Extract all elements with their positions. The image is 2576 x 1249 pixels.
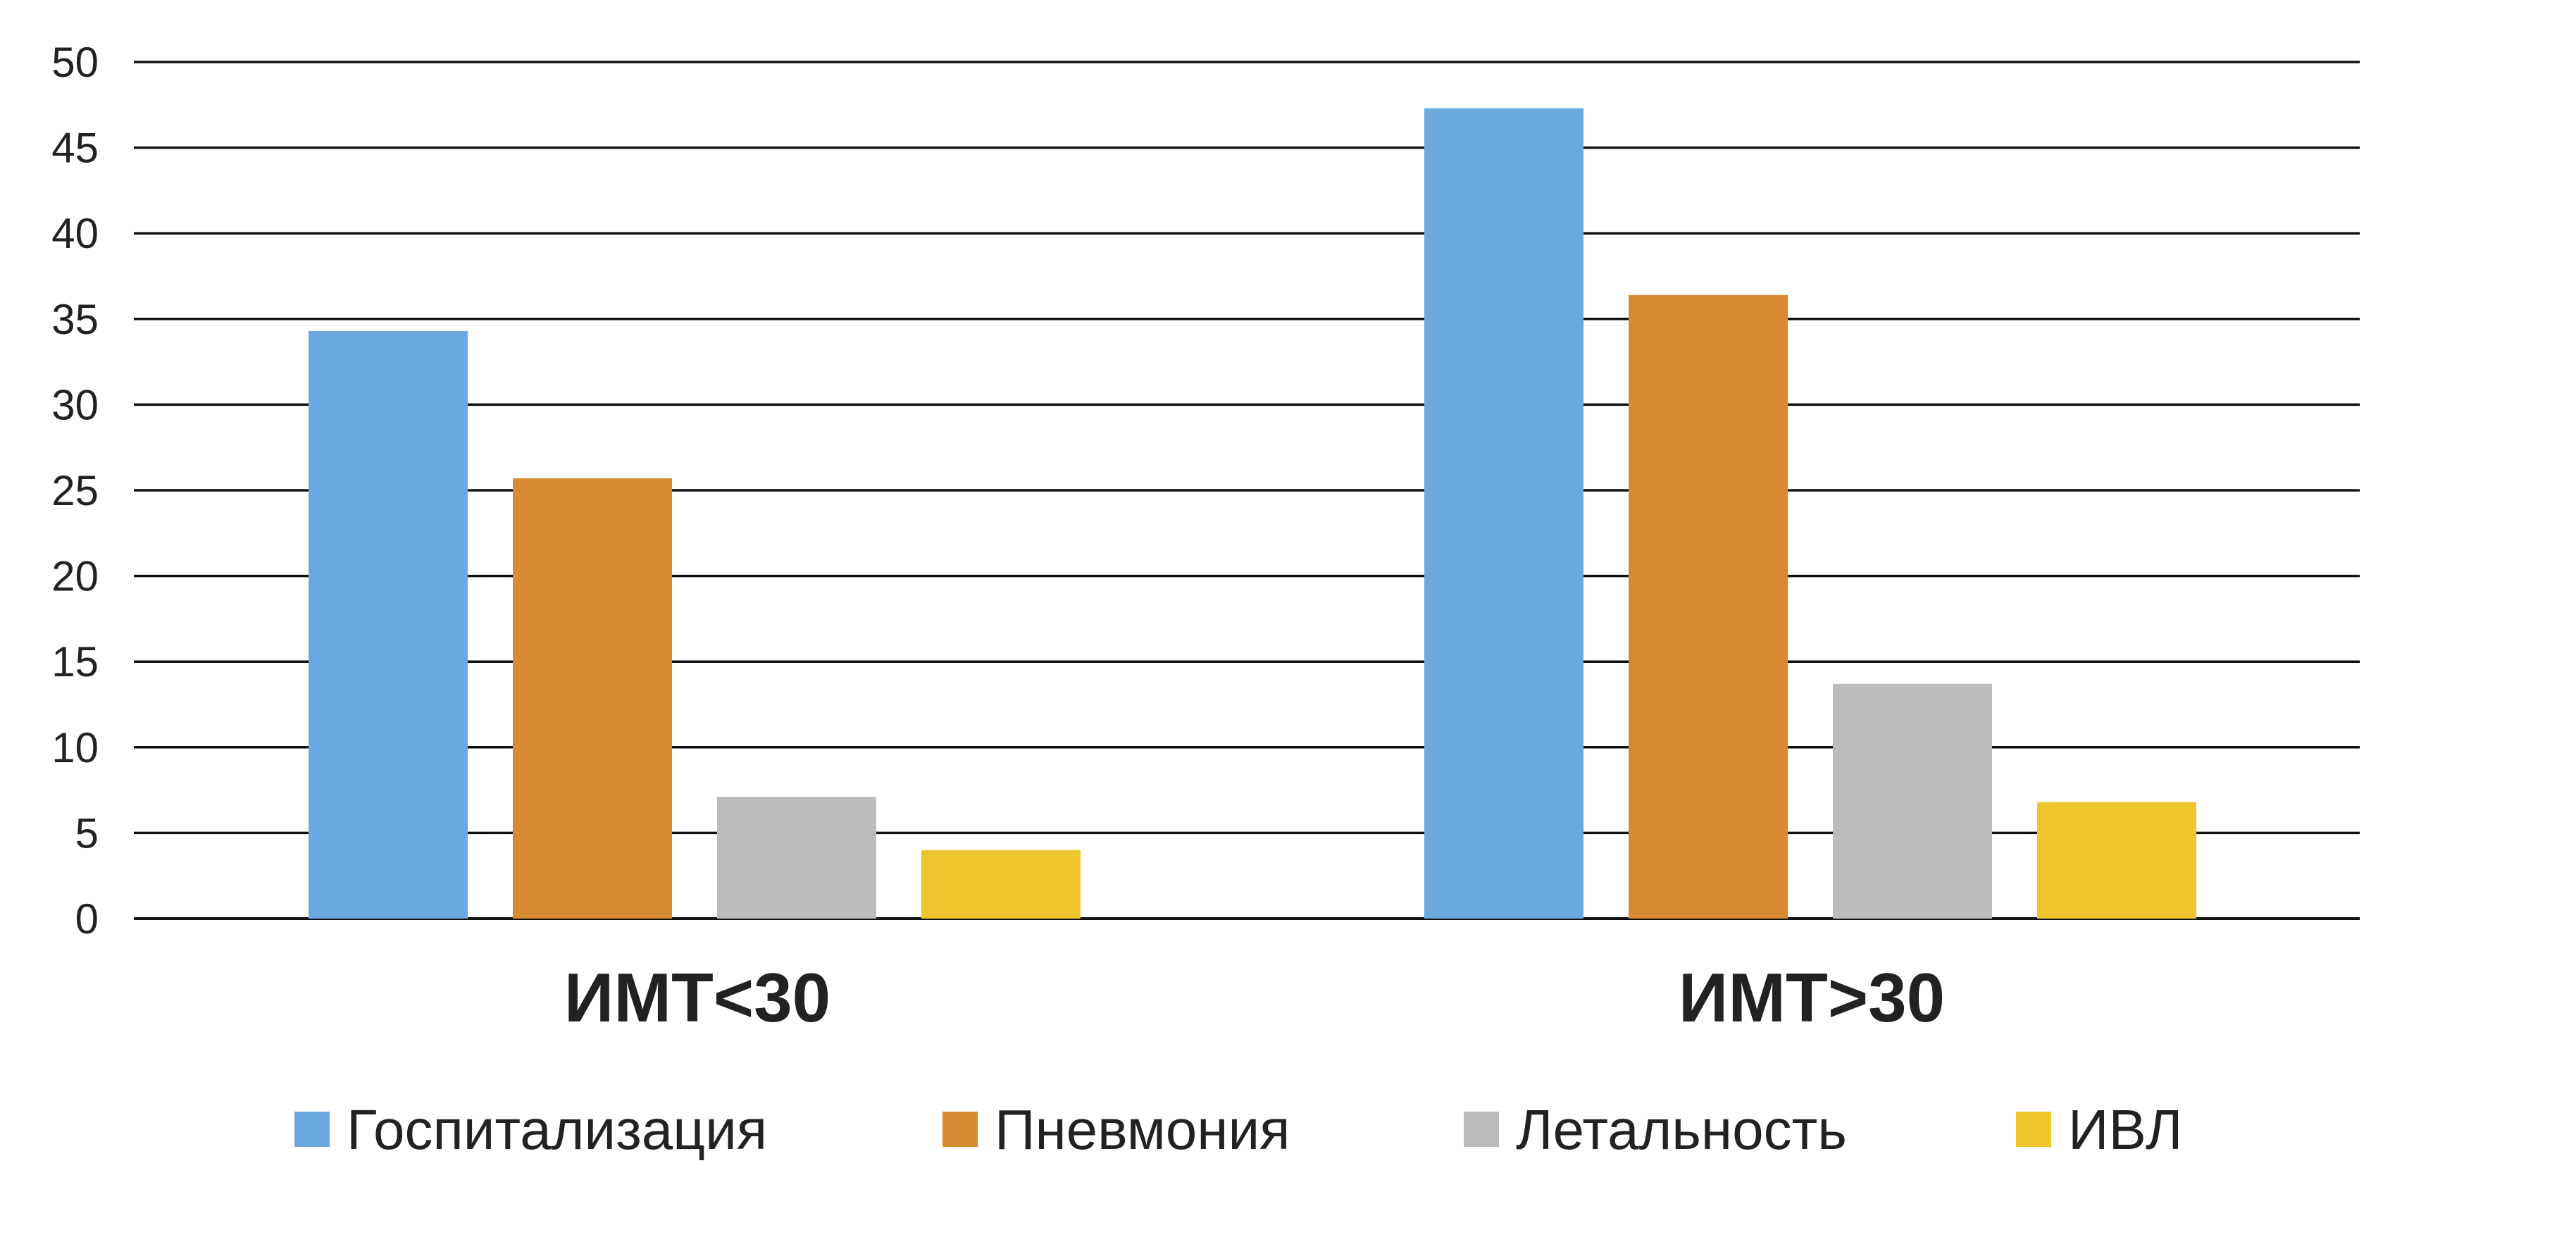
- legend-label: ИВЛ: [2068, 1098, 2182, 1161]
- y-axis-tick-labels: 0 5 10 15 20 25 30 35 40 45 50: [51, 39, 99, 943]
- y-tick-label: 30: [51, 381, 99, 428]
- grid-lines: [134, 61, 2360, 920]
- bar: [717, 797, 876, 919]
- legend-item: Госпитализация: [294, 1098, 767, 1161]
- x-category-label: ИМТ<30: [564, 959, 830, 1036]
- legend-swatch: [1464, 1112, 1499, 1147]
- legend-item: Летальность: [1464, 1098, 1847, 1161]
- bar: [309, 330, 468, 919]
- legend-label: Пневмония: [995, 1098, 1290, 1161]
- legend-swatch: [942, 1112, 978, 1147]
- x-category-label: ИМТ>30: [1679, 959, 1945, 1036]
- y-tick-label: 15: [51, 638, 99, 685]
- legend-swatch: [294, 1112, 330, 1147]
- bar: [921, 850, 1081, 919]
- y-tick-label: 40: [51, 210, 99, 257]
- y-tick-label: 50: [51, 39, 99, 86]
- legend-label: Госпитализация: [347, 1098, 767, 1161]
- y-tick-label: 0: [75, 895, 99, 943]
- y-tick-label: 20: [51, 553, 99, 600]
- y-tick-label: 25: [51, 467, 99, 514]
- x-axis-category-labels: ИМТ<30 ИМТ>30: [564, 959, 1945, 1036]
- y-tick-label: 10: [51, 724, 99, 771]
- y-tick-label: 5: [75, 809, 99, 857]
- bar: [1629, 294, 1788, 919]
- y-tick-label: 35: [51, 296, 99, 343]
- bar: [2037, 802, 2196, 919]
- bars: [309, 108, 2196, 919]
- y-tick-label: 45: [51, 125, 99, 172]
- bar: [1833, 683, 1992, 919]
- bar: [513, 478, 672, 919]
- legend-label: Летальность: [1516, 1098, 1847, 1161]
- legend-swatch: [2016, 1112, 2051, 1147]
- bar: [1424, 108, 1583, 919]
- legend-item: ИВЛ: [2016, 1098, 2182, 1161]
- legend-item: Пневмония: [942, 1098, 1290, 1161]
- legend: Госпитализация Пневмония Летальность ИВЛ: [294, 1098, 2182, 1161]
